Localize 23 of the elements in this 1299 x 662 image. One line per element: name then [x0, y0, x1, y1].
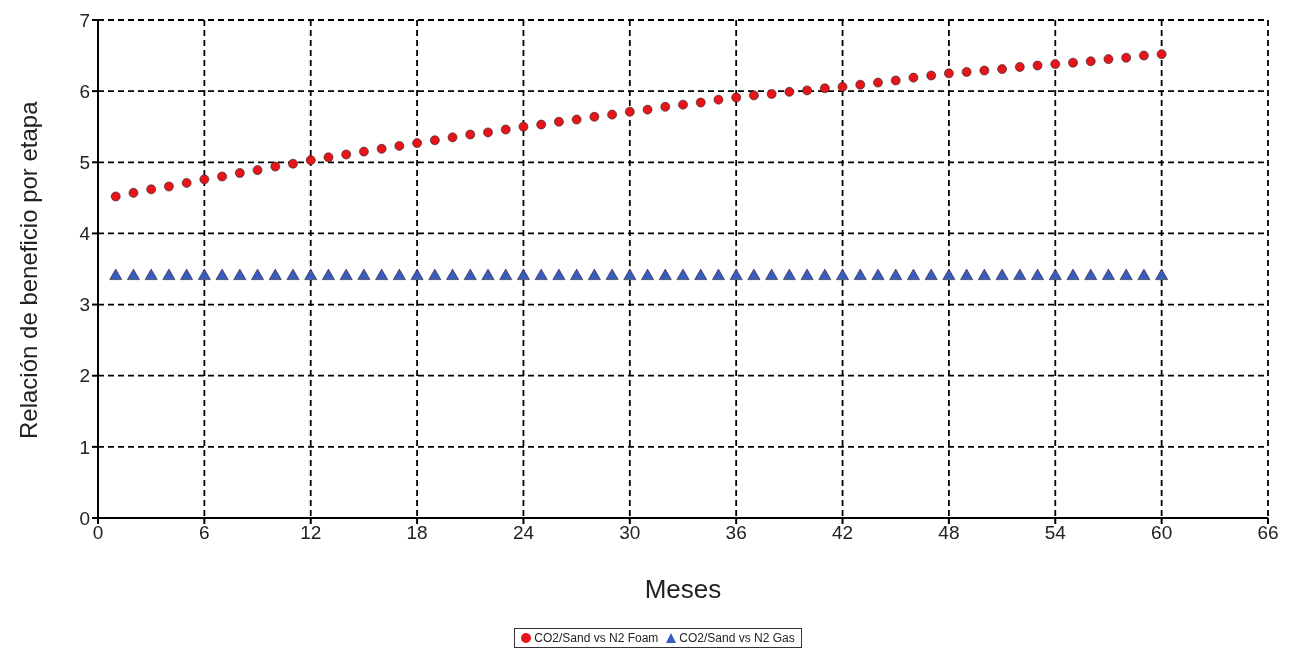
- x-tick-label: 24: [512, 522, 535, 544]
- y-tick-label: 5: [79, 152, 90, 174]
- y-tick-label: 3: [79, 294, 90, 316]
- x-tick-label: 48: [938, 522, 960, 544]
- y-tick-label: 6: [79, 80, 90, 102]
- legend-label: CO2/Sand vs N2 Gas: [678, 631, 795, 645]
- y-tick-label: 0: [79, 507, 90, 529]
- x-tick-label: 12: [300, 522, 322, 544]
- x-tick-label: 66: [1257, 522, 1279, 544]
- legend-label: CO2/Sand vs N2 Foam: [533, 631, 659, 645]
- y-tick-label: 1: [79, 436, 90, 458]
- x-tick-label: 30: [619, 522, 641, 544]
- x-tick-label: 54: [1044, 522, 1067, 544]
- y-tick-label: 2: [79, 365, 90, 387]
- x-axis-title: Meses: [644, 574, 722, 604]
- y-tick-label: 4: [79, 223, 91, 245]
- y-axis-title: Relación de beneficio por etapa: [14, 100, 42, 439]
- x-tick-label: 42: [831, 522, 854, 544]
- x-tick-label: 6: [199, 522, 210, 544]
- x-tick-label: 60: [1151, 522, 1173, 544]
- y-tick-label: 7: [79, 9, 90, 31]
- x-tick-label: 18: [406, 522, 428, 544]
- x-tick-label: 36: [725, 522, 747, 544]
